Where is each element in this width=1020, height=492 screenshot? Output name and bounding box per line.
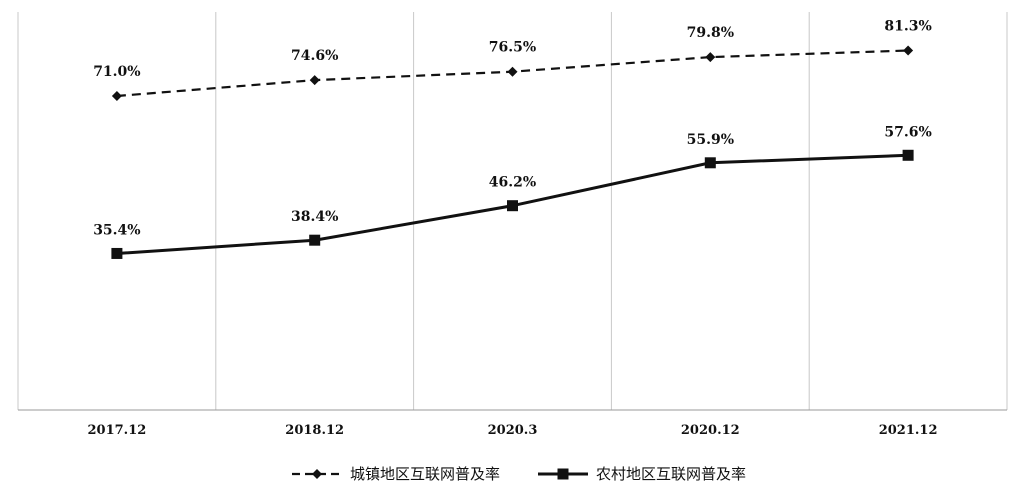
data-label-rural: 55.9% <box>687 132 734 148</box>
legend-label-urban: 城镇地区互联网普及率 <box>350 465 500 483</box>
data-label-urban: 74.6% <box>291 48 338 64</box>
series-layer <box>111 45 914 259</box>
x-tick-label: 2017.12 <box>87 423 146 438</box>
axis-layer: 2017.12 2018.12 2020.3 2020.12 2021.12 <box>18 409 1007 438</box>
data-point-urban <box>903 45 914 56</box>
data-point-rural <box>704 157 716 169</box>
data-label-rural: 46.2% <box>489 175 536 191</box>
legend: 城镇地区互联网普及率 农村地区互联网普及率 <box>292 465 746 483</box>
legend-marker-square <box>557 468 569 480</box>
legend-marker-diamond <box>312 469 322 479</box>
data-point-rural <box>111 247 123 259</box>
data-point-rural <box>902 149 914 161</box>
data-point-urban <box>507 66 518 77</box>
legend-label-rural: 农村地区互联网普及率 <box>596 465 746 483</box>
x-tick-label: 2018.12 <box>285 423 344 438</box>
x-tick-label: 2020.12 <box>681 423 740 438</box>
data-label-urban: 76.5% <box>489 40 536 56</box>
data-label-urban: 71.0% <box>93 64 140 80</box>
data-label-rural: 35.4% <box>93 222 140 238</box>
data-label-rural: 57.6% <box>884 124 931 140</box>
data-point-urban <box>111 91 122 102</box>
data-point-rural <box>507 200 518 212</box>
data-label-urban: 81.3% <box>884 18 931 34</box>
data-point-rural <box>309 234 321 246</box>
data-label-rural: 38.4% <box>291 209 338 225</box>
x-tick-label: 2021.12 <box>879 423 938 438</box>
data-label-urban: 79.8% <box>687 25 734 41</box>
data-point-urban <box>705 52 716 63</box>
data-point-urban <box>309 75 320 86</box>
grid-layer <box>17 12 1008 410</box>
x-tick-label: 2020.3 <box>488 423 538 438</box>
label-layer: 71.0% 74.6% 76.5% 79.8% 81.3% 35.4% 38.4% 46.2%… <box>93 18 932 238</box>
